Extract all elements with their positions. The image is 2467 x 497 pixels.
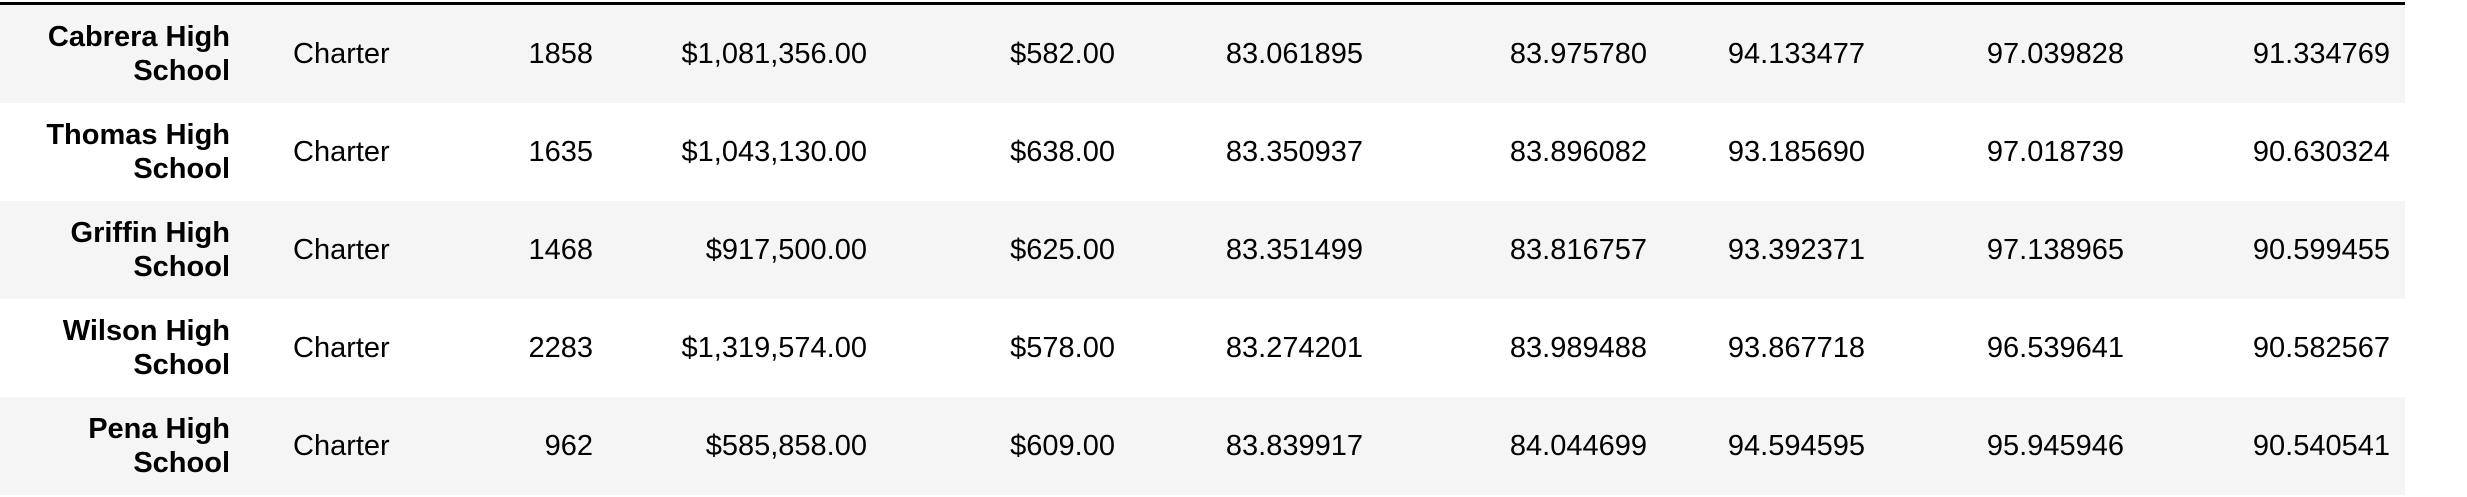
cell-pct-overall-passing: 90.630324 xyxy=(2252,135,2390,168)
cell-avg-reading-score: 84.044699 xyxy=(1509,429,1647,462)
cell-school-type: Charter xyxy=(293,233,390,266)
row-header-school: Griffin High School xyxy=(70,217,230,283)
cell-per-student-budget: $582.00 xyxy=(1010,37,1115,70)
row-header-school: Cabrera High School xyxy=(47,21,230,87)
row-header-school: Wilson High School xyxy=(62,315,230,381)
table-row: Thomas High School Charter 1635 $1,043,1… xyxy=(0,103,2405,201)
cell-school-type: Charter xyxy=(293,37,390,70)
table-row: Cabrera High School Charter 1858 $1,081,… xyxy=(0,3,2405,103)
cell-pct-passing-math: 93.185690 xyxy=(1727,135,1865,168)
table-row: Griffin High School Charter 1468 $917,50… xyxy=(0,201,2405,299)
cell-total-students: 1468 xyxy=(528,233,593,266)
cell-school-type: Charter xyxy=(293,429,390,462)
cell-pct-passing-reading: 97.039828 xyxy=(1986,37,2124,70)
cell-pct-overall-passing: 90.599455 xyxy=(2252,233,2390,266)
cell-total-students: 2283 xyxy=(528,331,593,364)
table-body: Cabrera High School Charter 1858 $1,081,… xyxy=(0,3,2405,495)
cell-avg-reading-score: 83.975780 xyxy=(1509,37,1647,70)
cell-avg-math-score: 83.350937 xyxy=(1225,135,1363,168)
cell-pct-passing-math: 93.867718 xyxy=(1727,331,1865,364)
cell-total-budget: $585,858.00 xyxy=(705,429,867,462)
cell-per-student-budget: $609.00 xyxy=(1010,429,1115,462)
cell-total-budget: $1,081,356.00 xyxy=(681,37,867,70)
cell-total-students: 1635 xyxy=(528,135,593,168)
cell-avg-math-score: 83.274201 xyxy=(1225,331,1363,364)
cell-per-student-budget: $638.00 xyxy=(1010,135,1115,168)
cell-pct-passing-math: 93.392371 xyxy=(1727,233,1865,266)
cell-avg-reading-score: 83.816757 xyxy=(1509,233,1647,266)
cell-pct-overall-passing: 91.334769 xyxy=(2252,37,2390,70)
cell-avg-math-score: 83.351499 xyxy=(1225,233,1363,266)
cell-pct-passing-math: 94.594595 xyxy=(1727,429,1865,462)
cell-pct-passing-reading: 97.138965 xyxy=(1986,233,2124,266)
cell-school-type: Charter xyxy=(293,135,390,168)
cell-total-budget: $1,043,130.00 xyxy=(681,135,867,168)
cell-total-budget: $917,500.00 xyxy=(705,233,867,266)
cell-total-students: 962 xyxy=(544,429,593,462)
cell-avg-reading-score: 83.989488 xyxy=(1509,331,1647,364)
cell-avg-reading-score: 83.896082 xyxy=(1509,135,1647,168)
cell-school-type: Charter xyxy=(293,331,390,364)
cell-pct-passing-reading: 95.945946 xyxy=(1986,429,2124,462)
cell-pct-overall-passing: 90.582567 xyxy=(2252,331,2390,364)
row-header-school: Thomas High School xyxy=(46,119,230,185)
table-row: Wilson High School Charter 2283 $1,319,5… xyxy=(0,299,2405,397)
cell-total-budget: $1,319,574.00 xyxy=(681,331,867,364)
table-row: Pena High School Charter 962 $585,858.00… xyxy=(0,397,2405,495)
cell-pct-passing-reading: 96.539641 xyxy=(1986,331,2124,364)
cell-total-students: 1858 xyxy=(528,37,593,70)
cell-avg-math-score: 83.061895 xyxy=(1225,37,1363,70)
row-header-school: Pena High School xyxy=(88,413,230,479)
cell-avg-math-score: 83.839917 xyxy=(1225,429,1363,462)
cell-pct-passing-math: 94.133477 xyxy=(1727,37,1865,70)
cell-pct-overall-passing: 90.540541 xyxy=(2252,429,2390,462)
cell-per-student-budget: $625.00 xyxy=(1010,233,1115,266)
school-summary-table: Cabrera High School Charter 1858 $1,081,… xyxy=(0,2,2405,495)
cell-per-student-budget: $578.00 xyxy=(1010,331,1115,364)
cell-pct-passing-reading: 97.018739 xyxy=(1986,135,2124,168)
